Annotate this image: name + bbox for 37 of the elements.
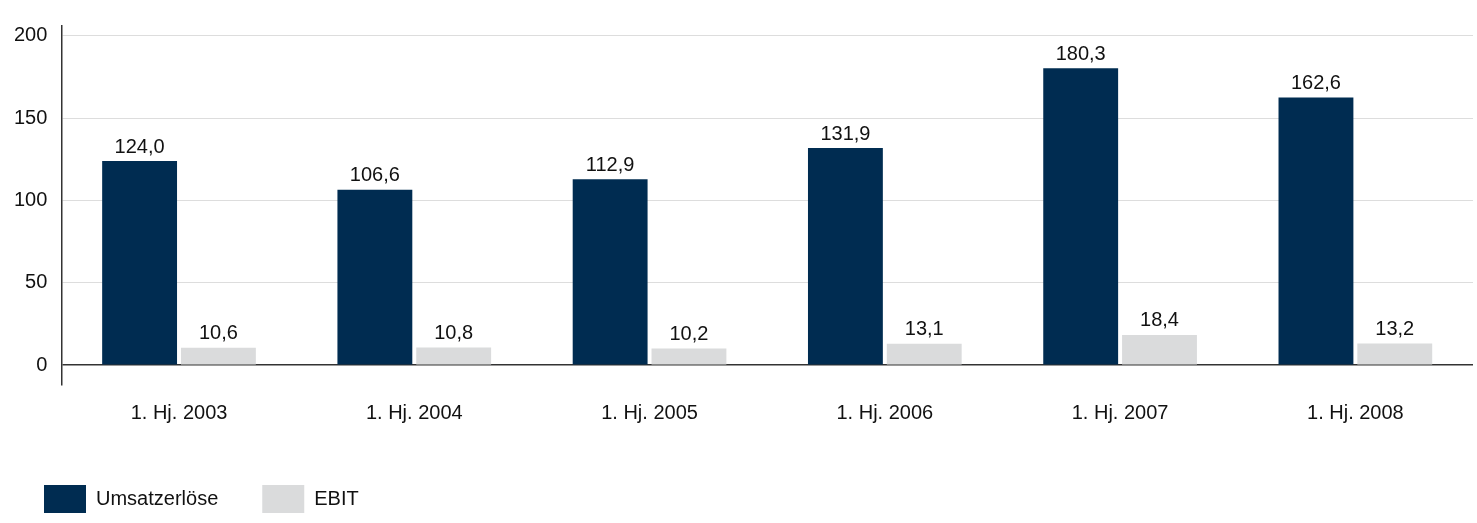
- bar: [886, 343, 962, 365]
- data-label: 162,6: [1290, 70, 1341, 93]
- y-tick-label: 100: [13, 188, 48, 211]
- data-label: 18,4: [1140, 308, 1179, 331]
- bar: [1357, 343, 1433, 365]
- x-tick-label: 1. Hj. 2003: [130, 400, 228, 423]
- bar: [1278, 97, 1354, 365]
- data-label: 10,2: [669, 321, 709, 344]
- data-label: 13,2: [1375, 317, 1415, 340]
- x-tick-label: 1. Hj. 2006: [836, 400, 934, 423]
- y-tick-label: 50: [25, 270, 48, 293]
- bar: [1043, 68, 1119, 365]
- data-label: 131,9: [820, 121, 871, 144]
- bar: [651, 348, 727, 365]
- x-tick-label: 1. Hj. 2005: [601, 400, 698, 423]
- y-tick-label: 0: [36, 352, 48, 375]
- bar: [102, 161, 178, 365]
- bar: [807, 148, 883, 365]
- data-label: 10,8: [434, 320, 474, 343]
- bar: [416, 347, 492, 365]
- y-tick-label: 150: [13, 105, 48, 128]
- data-label: 106,6: [349, 163, 400, 186]
- x-tick-label: 1. Hj. 2008: [1307, 400, 1404, 423]
- data-label: 124,0: [114, 134, 165, 157]
- data-label: 10,6: [198, 321, 238, 344]
- data-label: 180,3: [1055, 41, 1106, 64]
- x-tick-label: 1. Hj. 2004: [365, 400, 463, 423]
- x-tick-label: 1. Hj. 2007: [1071, 400, 1169, 423]
- y-tick-label: 200: [13, 23, 48, 46]
- legend-label: EBIT: [314, 486, 359, 509]
- data-label: 112,9: [585, 152, 635, 175]
- legend-label: Umsatzerlöse: [96, 486, 219, 509]
- bar: [572, 179, 648, 365]
- bar: [180, 347, 256, 365]
- data-label: 13,1: [904, 317, 944, 340]
- bar: [1122, 334, 1197, 365]
- bar: [337, 189, 413, 365]
